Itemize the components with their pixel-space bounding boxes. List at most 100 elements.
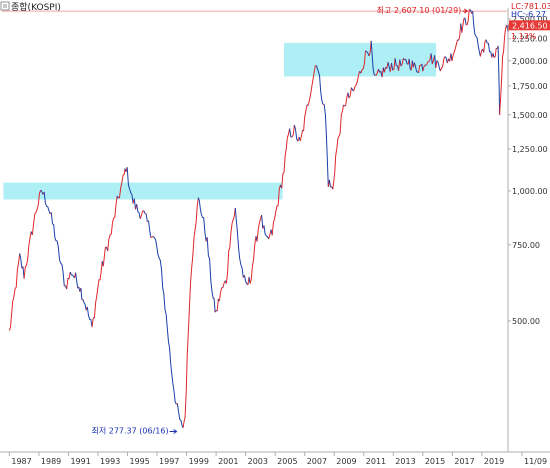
price-segment-142: [418, 63, 423, 73]
price-segment-127: [394, 58, 397, 66]
price-segment-60: [214, 310, 217, 313]
x-tick-label: 2003: [248, 457, 268, 466]
all-time-low-arrow: [169, 429, 178, 434]
price-segment-158: [451, 39, 458, 62]
price-series: [8, 9, 510, 429]
price-segment-123: [387, 62, 391, 72]
price-segment-92: [303, 104, 308, 132]
price-segment-103: [343, 104, 345, 107]
price-segment-133: [402, 57, 405, 61]
price-segment-167: [472, 11, 481, 57]
x-tick-label: 11/09: [524, 457, 547, 466]
price-segment-131: [399, 59, 402, 67]
price-segment-162: [461, 18, 465, 33]
y-tick-label: 2,250.00: [512, 35, 548, 44]
price-segment-64: [218, 287, 223, 302]
price-segment-36: [118, 168, 126, 199]
price-segment-115: [378, 68, 381, 73]
all-time-high-arrow: [462, 8, 469, 14]
price-segment-23: [80, 287, 83, 300]
price-segment-51: [152, 235, 177, 405]
x-tick-label: 2007: [307, 457, 327, 466]
price-segment-74: [249, 236, 257, 284]
x-tick-label: 2009: [336, 457, 356, 466]
price-segment-111: [365, 50, 370, 57]
price-segment-108: [353, 71, 361, 92]
price-segment-114: [375, 68, 379, 76]
price-segment-44: [139, 210, 145, 219]
x-tick-label: 1995: [130, 457, 150, 466]
y-tick-label: 2,500.00: [512, 15, 548, 24]
price-segment-171: [485, 39, 493, 58]
price-segment-39: [126, 167, 134, 204]
price-segment-87: [293, 124, 299, 142]
price-segment-170: [483, 39, 487, 53]
price-segment-84: [281, 128, 291, 189]
price-segment-49: [148, 220, 152, 238]
y-tick-label: 1,750.00: [512, 82, 548, 91]
price-segment-47: [145, 213, 148, 222]
y-tick-label: 500.00: [512, 317, 540, 326]
current-value-box: [509, 20, 550, 31]
price-segment-59: [213, 298, 216, 313]
price-segment-62: [216, 299, 219, 312]
price-segment-164: [466, 9, 471, 26]
y-tick-label: 2,000.00: [512, 57, 548, 66]
x-tick-label: 1993: [100, 457, 120, 466]
price-segment-150: [435, 60, 438, 68]
chart-title: 종합(KOSPI): [11, 2, 61, 13]
price-segment-168: [479, 48, 484, 57]
highlight-band-2: [284, 42, 437, 77]
highlight-bands: [3, 42, 437, 200]
price-segment-94: [307, 65, 317, 106]
price-segment-79: [263, 225, 270, 240]
lc-readout: LC:781.03: [511, 2, 550, 11]
price-segment-106: [348, 87, 352, 99]
price-segment-82: [271, 184, 281, 236]
price-segment-6: [31, 189, 42, 235]
price-segment-17: [69, 271, 76, 279]
all-time-low-label: 최저 277.37 (06/16): [91, 426, 168, 436]
price-segment-151: [436, 60, 441, 72]
x-tick-label: 2015: [425, 457, 445, 466]
y-tick-label: 1,000.00: [512, 187, 548, 196]
x-tick-label: 2017: [454, 457, 474, 466]
price-segment-113: [370, 40, 376, 76]
price-segment-41: [133, 198, 136, 210]
price-segment-141: [413, 62, 419, 74]
price-segment-25: [82, 299, 87, 311]
chart-menu-icon[interactable]: [0, 1, 10, 11]
price-segment-76: [256, 214, 263, 242]
x-axis-ticks: 1987 1989 1991 1993 1995 1997 1999 2001 2003 2005…: [8, 452, 547, 466]
price-segment-153: [444, 56, 448, 64]
x-tick-label: 1991: [70, 457, 90, 466]
annotations: 최고 2,607.10 (01/29) 최저 277.37 (06/16): [91, 5, 469, 436]
price-segment-53: [176, 403, 184, 429]
x-tick-label: 2005: [277, 457, 297, 466]
price-segment-4: [23, 231, 32, 279]
price-segment-32: [102, 246, 107, 267]
y-axis-ticks: 500.00 750.00 1,000.00 1,250.00 1,500.00 1,75…: [508, 15, 550, 326]
price-segment-28: [91, 317, 94, 328]
x-tick-label: 2019: [484, 457, 504, 466]
price-segment-160: [458, 23, 462, 41]
price-segment-102: [332, 104, 344, 190]
price-segment-66: [222, 280, 226, 288]
price-segment-112: [368, 40, 372, 57]
price-segment-9: [43, 192, 51, 215]
price-segment-99: [328, 179, 331, 188]
current-value-label: 2,416.50: [512, 21, 548, 30]
price-segment-35: [116, 195, 119, 199]
y-tick-label: 1,500.00: [512, 111, 548, 120]
price-segment-16: [68, 272, 71, 280]
price-segment-57: [206, 237, 214, 299]
price-segment-144: [422, 64, 426, 72]
price-segment-148: [431, 55, 436, 65]
price-segment-7: [40, 189, 44, 195]
price-segment-30: [93, 261, 103, 319]
price-segment-118: [381, 67, 384, 78]
price-segment-104: [344, 92, 349, 107]
price-segment-19: [75, 272, 79, 289]
